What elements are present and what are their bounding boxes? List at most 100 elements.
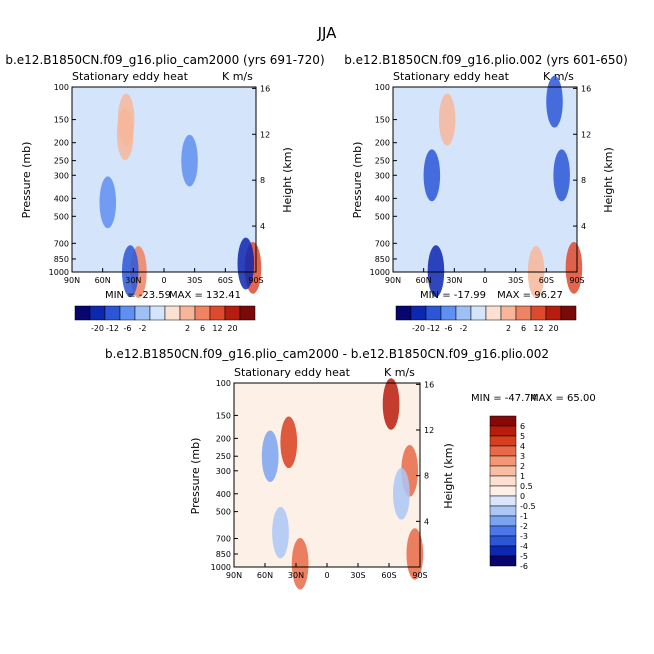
colorbar-box-9 bbox=[530, 305, 547, 321]
colorbar-tick-label: 2 bbox=[520, 462, 525, 471]
panel-title: b.e12.B1850CN.f09_g16.plio_cam2000 - b.e… bbox=[105, 347, 549, 361]
y-tick-label: 850 bbox=[216, 550, 231, 559]
y-tick-label: 200 bbox=[375, 139, 390, 148]
colorbar-tick-label: -12 bbox=[427, 324, 440, 333]
y2-tick-label: 12 bbox=[424, 426, 434, 435]
colorbar-box-10 bbox=[224, 305, 241, 321]
colorbar-tick-label: 6 bbox=[520, 422, 525, 431]
colorbar-box-13 bbox=[489, 545, 517, 557]
data-blob-1 bbox=[423, 149, 441, 202]
colorbar-box-5 bbox=[489, 465, 517, 477]
y-tick-label: 400 bbox=[375, 194, 390, 203]
x-tick-label: 0 bbox=[161, 276, 166, 285]
data-blob-6 bbox=[272, 506, 289, 559]
colorbar-tick-label: 3 bbox=[520, 452, 525, 461]
plot-background bbox=[393, 87, 577, 272]
colorbar-tick-label: 6 bbox=[200, 324, 205, 333]
data-blob-1 bbox=[116, 108, 134, 161]
colorbar-box-0 bbox=[489, 415, 517, 427]
colorbar-box-8 bbox=[515, 305, 532, 321]
y-tick-label: 100 bbox=[216, 379, 231, 388]
y-tick-label: 250 bbox=[216, 452, 231, 461]
y-tick-label: 100 bbox=[54, 83, 69, 92]
colorbar-tick-label: -6 bbox=[445, 324, 453, 333]
plot-area: 90N 60N 30N 0 30S 60S 90S 100 150 200 250 300 400 500… bbox=[370, 75, 591, 298]
y-tick-label: 500 bbox=[54, 212, 69, 221]
data-blob-4 bbox=[565, 241, 583, 294]
x-tick-label: 90N bbox=[64, 276, 80, 285]
colorbar-box-6 bbox=[489, 475, 517, 487]
colorbar-box-6 bbox=[485, 305, 502, 321]
colorbar-box-7 bbox=[179, 305, 196, 321]
y-tick-label: 150 bbox=[54, 116, 69, 125]
y-tick-label: 850 bbox=[54, 255, 69, 264]
colorbar-tick-label: -3 bbox=[520, 532, 528, 541]
colorbar-box-2 bbox=[425, 305, 442, 321]
y-tick-label: 250 bbox=[375, 157, 390, 166]
y2-tick-label: 4 bbox=[260, 222, 265, 231]
data-blob-3 bbox=[546, 75, 563, 128]
colorbar: -20 -12 -6 -2 2 6 12 20 bbox=[74, 305, 256, 333]
colorbar-tick-label: -5 bbox=[520, 552, 528, 561]
colorbar-box-8 bbox=[194, 305, 211, 321]
colorbar-box-9 bbox=[209, 305, 226, 321]
panel-title: b.e12.B1850CN.f09_g16.plio.002 (yrs 601-… bbox=[344, 53, 628, 67]
panel-cam2000: b.e12.B1850CN.f09_g16.plio_cam2000 (yrs … bbox=[5, 53, 324, 333]
colorbar-box-6 bbox=[164, 305, 181, 321]
colorbar: -20 -12 -6 -2 2 6 12 20 bbox=[395, 305, 577, 333]
min-label: MIN = -17.99 bbox=[420, 290, 486, 301]
y-tick-label: 300 bbox=[54, 171, 69, 180]
colorbar-tick-label: 0 bbox=[520, 492, 525, 501]
x-tick-label: 90N bbox=[226, 571, 242, 580]
colorbar-box-2 bbox=[489, 435, 517, 447]
data-blob-5 bbox=[261, 430, 279, 482]
colorbar-tick-label: 2 bbox=[506, 324, 511, 333]
colorbar-box-1 bbox=[89, 305, 106, 321]
plot-area: 90N 60N 30N 0 30S 60S 90S 100 150 200 250 300 400 500… bbox=[49, 83, 270, 298]
panel-units: K m/s bbox=[222, 70, 253, 83]
colorbar-tick-label: -6 bbox=[124, 324, 132, 333]
panel-title: b.e12.B1850CN.f09_g16.plio_cam2000 (yrs … bbox=[5, 53, 324, 67]
colorbar-box-10 bbox=[489, 515, 517, 527]
colorbar-tick-label: 12 bbox=[533, 324, 543, 333]
colorbar-box-1 bbox=[410, 305, 427, 321]
max-label: MAX = 65.00 bbox=[530, 393, 596, 404]
x-tick-label: 90S bbox=[248, 276, 263, 285]
y2-axis-label: Height (km) bbox=[602, 147, 615, 213]
colorbar-tick-label: -2 bbox=[520, 522, 528, 531]
y-tick-label: 850 bbox=[375, 255, 390, 264]
x-tick-label: 60N bbox=[257, 571, 273, 580]
colorbar-tick-label: 5 bbox=[520, 432, 525, 441]
min-label: MIN = -47.74 bbox=[471, 393, 537, 404]
y-tick-label: 500 bbox=[375, 212, 390, 221]
y-tick-label: 250 bbox=[54, 157, 69, 166]
colorbar-tick-label: 20 bbox=[227, 324, 237, 333]
data-blob-5 bbox=[427, 245, 445, 298]
y-axis-label: Pressure (mb) bbox=[20, 142, 33, 219]
x-tick-label: 0 bbox=[482, 276, 487, 285]
colorbar-tick-label: 1 bbox=[520, 472, 525, 481]
y-tick-label: 700 bbox=[54, 239, 69, 248]
data-blob-5 bbox=[237, 237, 255, 290]
y-tick-label: 300 bbox=[216, 467, 231, 476]
colorbar-tick-label: 0.5 bbox=[520, 482, 533, 491]
x-tick-label: 30S bbox=[187, 276, 202, 285]
y-tick-label: 150 bbox=[216, 411, 231, 420]
colorbar-tick-label: -0.5 bbox=[520, 502, 536, 511]
panel-subtitle: Stationary eddy heat bbox=[234, 366, 351, 379]
y-tick-label: 200 bbox=[216, 434, 231, 443]
x-tick-label: 30N bbox=[288, 571, 304, 580]
y-tick-label: 700 bbox=[216, 534, 231, 543]
plot-background bbox=[72, 87, 256, 272]
data-blob-2 bbox=[382, 378, 400, 430]
colorbar-box-11 bbox=[560, 305, 577, 321]
x-tick-label: 30S bbox=[350, 571, 365, 580]
colorbar-tick-label: -1 bbox=[520, 512, 528, 521]
y-tick-label: 100 bbox=[375, 83, 390, 92]
plot-area: 90N 60N 30N 0 30S 60S 90S 100 150 200 250 300 400 500… bbox=[211, 378, 434, 590]
x-tick-label: 90S bbox=[412, 571, 427, 580]
colorbar-box-3 bbox=[440, 305, 457, 321]
x-tick-label: 60S bbox=[539, 276, 554, 285]
